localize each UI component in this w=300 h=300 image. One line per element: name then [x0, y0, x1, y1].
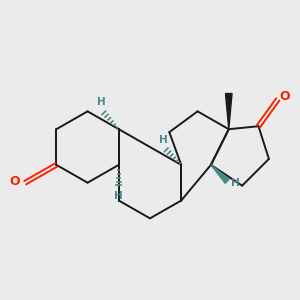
Text: H: H — [97, 98, 105, 107]
Text: O: O — [9, 175, 20, 188]
Polygon shape — [226, 94, 232, 129]
Text: O: O — [279, 90, 290, 103]
Polygon shape — [211, 165, 230, 183]
Text: H: H — [114, 191, 123, 201]
Text: H: H — [159, 135, 168, 145]
Text: H: H — [231, 178, 240, 188]
